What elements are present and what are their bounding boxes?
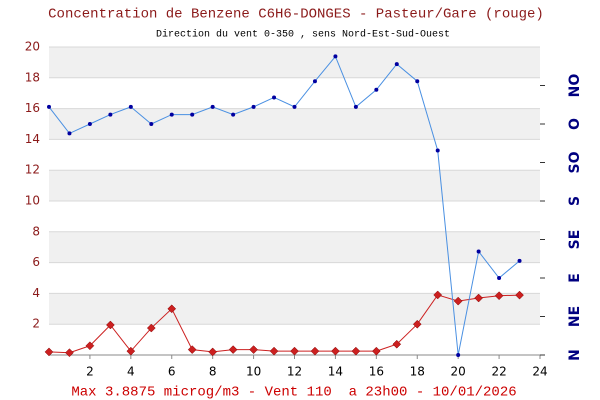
data-point <box>371 346 381 356</box>
data-point <box>65 348 74 358</box>
data-point <box>456 353 461 357</box>
x-tick-label: 20 <box>451 365 466 379</box>
band <box>49 47 540 78</box>
y-tick-label: 2 <box>32 317 40 331</box>
x-tick-label: 16 <box>369 365 384 379</box>
y-tick-label: 14 <box>25 132 40 146</box>
y-tick-label: 10 <box>25 194 40 208</box>
data-point <box>476 249 481 254</box>
x-tick-label: 2 <box>86 365 94 379</box>
y-tick-label: 18 <box>25 70 40 84</box>
x-tick-label: 12 <box>287 365 302 379</box>
data-point <box>44 347 54 357</box>
y2-tick-label: N <box>567 349 583 361</box>
data-point <box>412 319 422 329</box>
x-tick-label: 24 <box>532 365 547 379</box>
data-point <box>435 148 440 153</box>
data-point <box>128 104 133 109</box>
x-tick-label: 18 <box>410 365 425 379</box>
data-point <box>228 345 238 354</box>
data-point <box>310 346 320 356</box>
data-point <box>87 122 92 126</box>
data-point <box>453 296 463 306</box>
y2-tick-label: O <box>567 118 583 130</box>
data-point <box>394 62 399 67</box>
y2-tick-label: SO <box>567 151 583 173</box>
x-tick-label: 22 <box>491 365 506 379</box>
data-point <box>333 54 338 59</box>
data-point <box>292 104 297 109</box>
data-point <box>231 112 236 117</box>
data-point <box>106 320 115 330</box>
data-point <box>47 104 51 109</box>
data-point <box>312 79 317 84</box>
band <box>49 108 540 140</box>
series-line <box>48 294 520 354</box>
chart-title: Concentration de Benzene C6H6-DONGES - P… <box>48 7 544 23</box>
data-point <box>515 290 524 300</box>
band <box>49 231 540 263</box>
data-point <box>415 79 420 84</box>
data-point <box>126 346 136 356</box>
x-tick-label: 14 <box>328 365 343 379</box>
x-tick-label: 4 <box>127 365 135 379</box>
data-point <box>169 112 174 117</box>
data-point <box>146 323 156 333</box>
data-point <box>208 347 218 357</box>
data-point <box>392 339 402 349</box>
data-point <box>517 258 522 263</box>
y-tick-label: 4 <box>32 286 40 300</box>
y2-tick-label: S <box>567 196 583 206</box>
x-tick-label: 6 <box>168 365 176 379</box>
y-tick-label: 16 <box>25 101 40 115</box>
data-point <box>272 95 277 100</box>
x-tick-label: 10 <box>246 365 261 379</box>
y-tick-label: 20 <box>25 40 40 54</box>
y-tick-label: 12 <box>25 163 40 177</box>
data-point <box>249 345 258 354</box>
y-tick-label: 6 <box>32 255 40 269</box>
data-point <box>494 291 504 301</box>
data-point <box>374 87 379 92</box>
data-point <box>269 346 279 356</box>
data-point <box>210 104 215 109</box>
band <box>49 170 540 201</box>
data-point <box>251 104 256 109</box>
data-point <box>433 290 443 300</box>
x-tick-label: 8 <box>209 365 217 379</box>
data-point <box>149 122 154 126</box>
data-point <box>108 112 113 117</box>
data-point <box>67 131 72 136</box>
data-point <box>353 104 358 109</box>
data-point <box>167 304 177 314</box>
y2-tick-label: NE <box>567 306 583 327</box>
data-point <box>351 346 361 356</box>
data-point <box>85 341 95 351</box>
data-point <box>187 345 197 354</box>
series-line <box>48 55 520 356</box>
data-point <box>290 346 299 356</box>
y-tick-label: 8 <box>32 224 40 238</box>
y2-tick-label: SE <box>567 230 583 250</box>
data-point <box>497 276 502 280</box>
chart-footer: Max 3.8875 microg/m3 - Vent 110 a 23h00 … <box>71 385 516 400</box>
data-point <box>474 293 483 303</box>
band <box>49 293 540 325</box>
y2-tick-label: NO <box>567 74 583 98</box>
data-point <box>190 112 195 117</box>
chart-subtitle: Direction du vent 0-350 , sens Nord-Est-… <box>156 29 450 41</box>
data-point <box>331 346 340 356</box>
y2-tick-label: E <box>567 273 583 283</box>
